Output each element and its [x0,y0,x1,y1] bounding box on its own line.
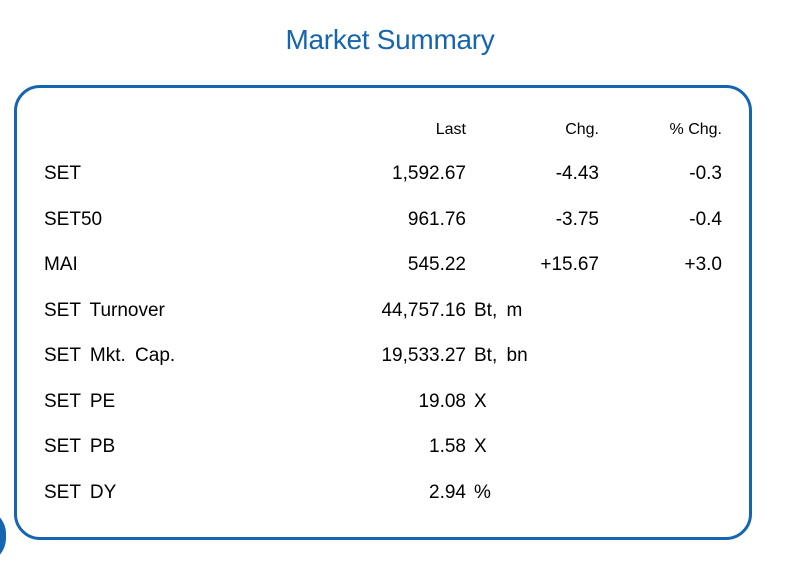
row-chg: -3.75 [555,209,599,230]
stat-unit: Bt, m [474,300,523,321]
row-last: 961.76 [407,209,466,230]
stat-value: 19,533.27 [381,345,466,366]
row-pct-chg: +3.0 [684,254,722,275]
row-chg: +15.67 [540,254,599,275]
row-label: SET50 [44,209,103,230]
row-label: SET [44,163,81,184]
decorative-shape [0,508,6,564]
row-label: MAI [44,254,78,275]
stat-value: 19.08 [418,391,466,412]
header-chg: Chg. [565,121,599,138]
row-last: 545.22 [407,254,466,275]
header-pct-chg: % Chg. [669,121,722,138]
stat-unit: X [474,436,487,457]
row-chg: -4.43 [555,163,599,184]
stat-unit: % [474,482,491,503]
row-last: 1,592.67 [392,163,466,184]
stat-label: SET Turnover [44,300,165,321]
page-title: Market Summary [285,24,495,55]
stat-value: 1.58 [429,436,466,457]
stat-value: 44,757.16 [381,300,466,321]
stat-label: SET DY [44,482,117,503]
stat-value: 2.94 [429,482,466,503]
stat-unit: X [474,391,487,412]
stat-unit: Bt, bn [474,345,528,366]
stat-label: SET PB [44,436,116,457]
header-last: Last [435,121,466,138]
stat-label: SET PE [44,391,116,412]
stat-label: SET Mkt. Cap. [44,345,176,366]
row-pct-chg: -0.4 [689,209,722,230]
summary-panel [14,85,752,540]
row-pct-chg: -0.3 [689,163,722,184]
